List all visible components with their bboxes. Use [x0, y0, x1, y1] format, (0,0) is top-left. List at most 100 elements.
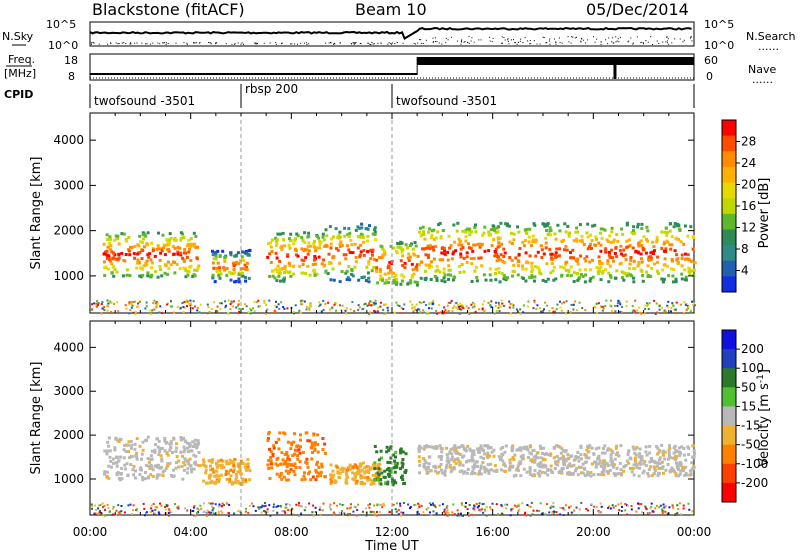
- radar-cell: [138, 251, 142, 254]
- ground-scatter-cell: [339, 503, 341, 506]
- radar-cell: [139, 266, 143, 270]
- radar-cell: [142, 245, 146, 249]
- radar-cell: [564, 268, 568, 272]
- y-tick-label: 3000: [53, 384, 84, 398]
- radar-cell: [164, 466, 168, 470]
- nsearch-point: [257, 43, 258, 44]
- radar-cell: [380, 256, 384, 260]
- radar-cell: [247, 249, 251, 253]
- ground-scatter-cell: [257, 506, 260, 509]
- ground-scatter-cell: [252, 505, 255, 508]
- radar-cell: [639, 460, 643, 464]
- ground-scatter-cell: [447, 310, 450, 312]
- radar-cell: [192, 453, 196, 457]
- radar-cell: [229, 251, 233, 255]
- radar-cell: [363, 466, 367, 470]
- radar-cell: [566, 273, 570, 277]
- radar-cell: [594, 465, 598, 469]
- radar-cell: [113, 238, 117, 242]
- ground-scatter-cell: [687, 305, 690, 308]
- radar-cell: [525, 260, 529, 264]
- radar-cell: [132, 464, 136, 468]
- radar-cell: [644, 251, 648, 255]
- radar-cell: [110, 271, 114, 275]
- ground-scatter-cell: [368, 304, 371, 307]
- ground-scatter-cell: [618, 509, 621, 512]
- radar-cell: [352, 465, 355, 469]
- ground-scatter-cell: [375, 511, 378, 513]
- ground-scatter-cell: [510, 510, 513, 513]
- ground-scatter-cell: [439, 311, 442, 314]
- radar-cell: [374, 476, 378, 480]
- radar-cell: [682, 242, 686, 246]
- radar-cell: [499, 447, 503, 451]
- radar-cell: [562, 462, 566, 466]
- radar-cell: [392, 271, 395, 275]
- radar-cell: [399, 242, 402, 246]
- radar-cell: [585, 448, 589, 452]
- radar-cell: [103, 472, 106, 476]
- radar-cell: [678, 228, 682, 232]
- radar-cell: [354, 463, 358, 467]
- radar-cell: [414, 244, 418, 248]
- radar-cell: [327, 252, 331, 256]
- radar-cell: [652, 245, 656, 249]
- radar-cell: [467, 242, 470, 246]
- radar-cell: [125, 273, 129, 277]
- radar-cell: [386, 480, 390, 484]
- radar-cell: [309, 244, 313, 248]
- ground-scatter-cell: [91, 507, 93, 510]
- nsearch-point: [110, 42, 112, 44]
- ground-scatter-cell: [158, 512, 161, 515]
- radar-cell: [173, 236, 177, 240]
- ground-scatter-cell: [243, 303, 246, 306]
- nsearch-point: [600, 41, 602, 43]
- radar-cell: [611, 451, 615, 454]
- radar-cell: [575, 272, 579, 276]
- ground-scatter-cell: [249, 307, 252, 310]
- ground-scatter-cell: [586, 509, 589, 512]
- radar-cell: [534, 454, 538, 458]
- radar-cell: [584, 273, 587, 277]
- ground-scatter-cell: [544, 301, 547, 304]
- radar-cell: [400, 241, 404, 245]
- ground-scatter-cell: [691, 510, 694, 513]
- radar-cell: [474, 460, 478, 464]
- ground-scatter-cell: [189, 304, 192, 307]
- radar-cell: [430, 445, 434, 449]
- radar-cell: [632, 259, 636, 263]
- nsearch-point: [163, 42, 165, 44]
- radar-cell: [538, 465, 542, 468]
- ground-scatter-cell: [624, 509, 627, 512]
- radar-cell: [340, 270, 344, 273]
- radar-cell: [216, 249, 220, 253]
- radar-cell: [457, 237, 461, 241]
- radar-cell: [351, 477, 355, 481]
- radar-cell: [427, 462, 431, 466]
- radar-cell: [187, 270, 191, 274]
- radar-cell: [572, 271, 576, 275]
- ground-scatter-cell: [427, 506, 430, 509]
- radar-cell: [600, 451, 604, 455]
- ground-scatter-cell: [300, 301, 303, 304]
- radar-cell: [247, 253, 251, 257]
- radar-cell: [477, 448, 481, 452]
- radar-cell: [179, 238, 183, 242]
- nsearch-point: [666, 36, 668, 38]
- radar-cell: [411, 268, 415, 272]
- radar-cell: [517, 230, 521, 234]
- radar-cell: [329, 242, 333, 246]
- radar-cell: [631, 445, 635, 449]
- radar-cell: [369, 482, 373, 486]
- nsearch-point: [275, 43, 277, 45]
- radar-cell: [303, 241, 307, 244]
- nsearch-point: [432, 41, 434, 43]
- radar-cell: [288, 246, 292, 250]
- radar-cell: [360, 276, 364, 279]
- nsearch-point: [367, 42, 369, 44]
- ground-scatter-cell: [561, 507, 564, 509]
- ground-scatter-cell: [445, 310, 448, 313]
- radar-cell: [530, 275, 534, 279]
- ground-scatter-cell: [481, 508, 483, 511]
- radar-cell: [245, 266, 249, 269]
